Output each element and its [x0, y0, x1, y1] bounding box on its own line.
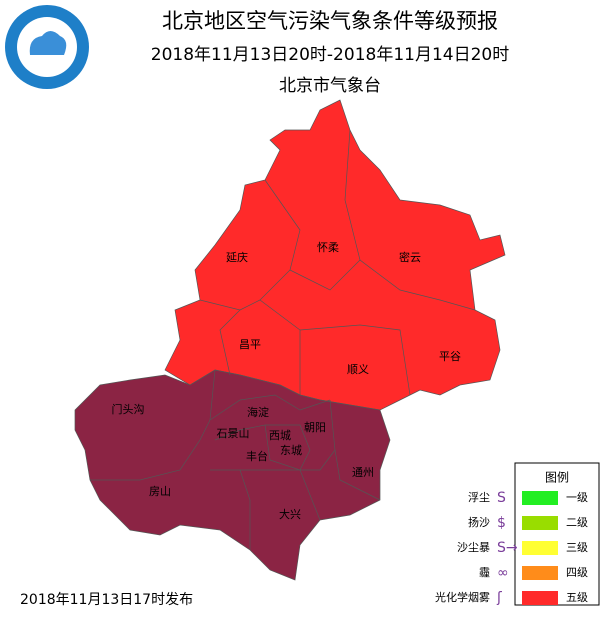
map — [74, 99, 506, 581]
issuer: 北京市气象台 — [279, 76, 381, 96]
district-label: 房山 — [149, 485, 171, 498]
weather-label: 扬沙 — [468, 515, 490, 529]
level-label: 三级 — [566, 541, 588, 554]
period: 2018年11月13日20时-2018年11月14日20时 — [151, 45, 509, 65]
district-label: 密云 — [399, 250, 421, 264]
district-label: 怀柔 — [317, 241, 339, 254]
level-swatch — [522, 566, 558, 580]
level-label: 五级 — [566, 591, 588, 604]
title: 北京地区空气污染气象条件等级预报 — [162, 9, 498, 33]
weather-label: 光化学烟雾 — [435, 590, 490, 604]
level-swatch — [522, 541, 558, 555]
district-label: 石景山 — [217, 427, 250, 440]
district-label: 海淀 — [247, 405, 269, 419]
weather-symbol: ʃ — [496, 590, 502, 606]
weather-symbol: $ — [497, 515, 506, 531]
weather-label: 浮尘 — [468, 491, 490, 504]
district-label: 昌平 — [239, 338, 261, 351]
district-label: 朝阳 — [304, 421, 326, 434]
weather-symbol: ∞ — [497, 565, 509, 581]
logo — [5, 5, 89, 89]
legend-box — [514, 462, 600, 606]
weather-label: 霾 — [479, 566, 490, 579]
footer: 2018年11月13日17时发布 — [20, 592, 193, 608]
level-label: 四级 — [566, 566, 588, 579]
level-label: 二级 — [566, 516, 588, 529]
district-label: 通州 — [352, 466, 374, 479]
district-label: 大兴 — [279, 507, 301, 521]
level-swatch — [522, 591, 558, 605]
district-label: 延庆 — [226, 250, 248, 264]
district-label: 丰台 — [246, 449, 268, 463]
district-label: 东城 — [280, 444, 302, 457]
district-label: 西城 — [269, 429, 291, 442]
level-swatch — [522, 516, 558, 530]
legend-title: 图例 — [545, 471, 569, 485]
district-label: 平谷 — [439, 350, 461, 363]
district-label: 门头沟 — [112, 402, 145, 416]
level-swatch — [522, 491, 558, 505]
district-label: 顺义 — [347, 363, 369, 376]
level-label: 一级 — [566, 491, 588, 504]
weather-symbol: S — [497, 490, 506, 506]
weather-symbol: S→ — [497, 540, 518, 556]
weather-label: 沙尘暴 — [457, 541, 490, 554]
